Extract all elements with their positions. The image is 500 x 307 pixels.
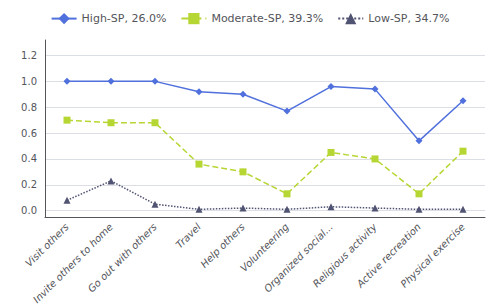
svg-text:High-SP, 26.0%: High-SP, 26.0% — [82, 12, 167, 25]
svg-text:0.4: 0.4 — [21, 153, 37, 164]
svg-text:0.0: 0.0 — [21, 205, 37, 216]
svg-text:Religious activity: Religious activity — [310, 221, 379, 290]
svg-text:Travel: Travel — [174, 221, 203, 250]
svg-text:Moderate-SP, 39.3%: Moderate-SP, 39.3% — [211, 12, 323, 25]
svg-text:0.2: 0.2 — [21, 179, 37, 190]
svg-text:1.2: 1.2 — [21, 50, 37, 61]
svg-text:Help others: Help others — [198, 221, 247, 270]
svg-text:Physical exercise: Physical exercise — [399, 221, 467, 289]
svg-text:Visit others: Visit others — [23, 221, 71, 269]
svg-text:Go out with others: Go out with others — [86, 221, 159, 294]
svg-text:Low-SP, 34.7%: Low-SP, 34.7% — [368, 12, 449, 25]
svg-text:Invite others to home: Invite others to home — [31, 221, 115, 305]
svg-text:Active recreation: Active recreation — [354, 221, 423, 290]
svg-text:1.0: 1.0 — [21, 76, 37, 87]
svg-text:Volunteering: Volunteering — [238, 221, 291, 274]
svg-text:Organized social...: Organized social... — [261, 221, 335, 295]
svg-text:0.8: 0.8 — [21, 102, 37, 113]
svg-text:0.6: 0.6 — [21, 128, 37, 139]
